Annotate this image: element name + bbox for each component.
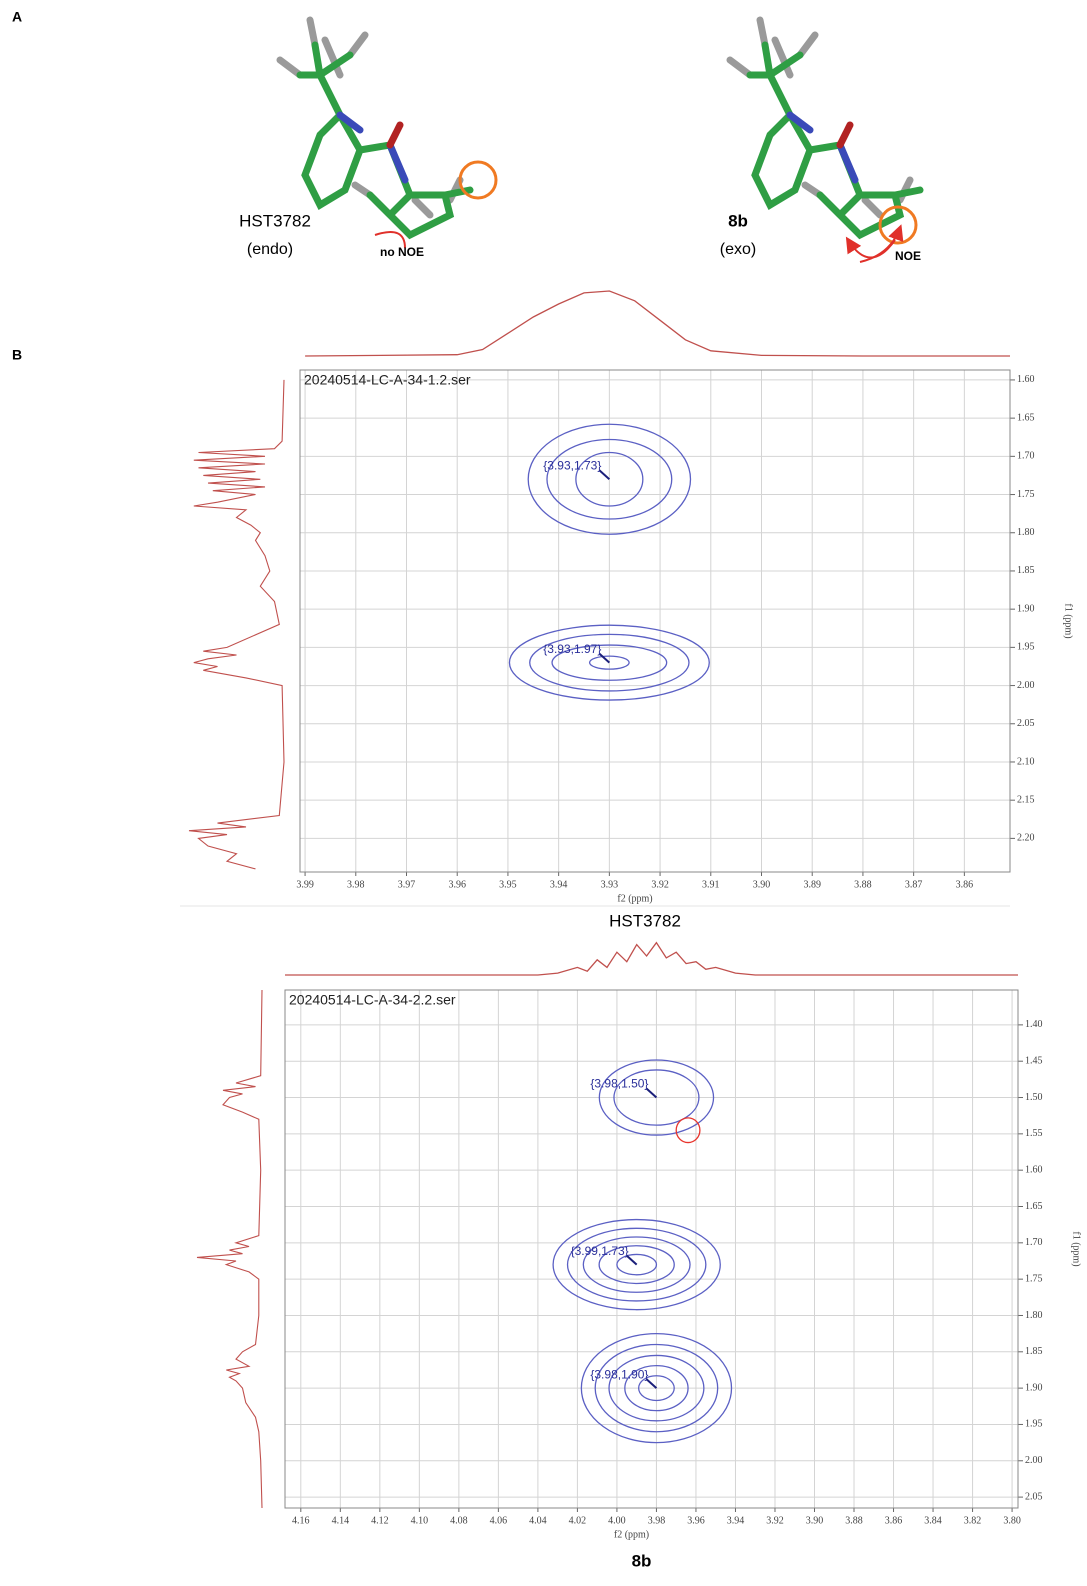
f2-projection (305, 291, 1010, 356)
f1-projection (189, 380, 284, 869)
y-tick-label: 1.80 (1025, 1310, 1043, 1321)
x-tick-label: 3.95 (499, 879, 517, 890)
x-tick-label: 3.90 (806, 1515, 824, 1526)
x-tick-label: 3.88 (854, 879, 872, 890)
x-tick-label: 4.16 (292, 1515, 310, 1526)
y-tick-label: 1.85 (1017, 565, 1035, 576)
x-tick-label: 4.06 (490, 1515, 508, 1526)
x-tick-label: 3.96 (448, 879, 466, 890)
x-tick-label: 3.86 (885, 1515, 903, 1526)
y-tick-label: 1.65 (1025, 1201, 1043, 1212)
y-tick-label: 1.90 (1025, 1382, 1043, 1393)
x-axis-label: f2 (ppm) (614, 1529, 649, 1540)
x-tick-label: 3.92 (651, 879, 669, 890)
peak-label: {3.93,1.97} (543, 642, 601, 656)
x-tick-label: 3.88 (845, 1515, 863, 1526)
y-tick-label: 1.50 (1025, 1092, 1043, 1103)
y-tick-label: 2.05 (1017, 718, 1035, 729)
plot-frame (285, 990, 1018, 1508)
noe-label: no NOE (380, 245, 424, 259)
x-tick-label: 3.97 (398, 879, 416, 890)
figure: A B HST3782 (endo) no NOE 8b (exo) NOE 3… (0, 0, 1087, 1586)
y-tick-label: 1.85 (1025, 1346, 1043, 1357)
page: A B HST3782 (endo) no NOE 8b (exo) NOE 3… (0, 0, 1087, 1586)
spectrum-caption: HST3782 (609, 911, 681, 930)
spectrum-file-name: 20240514-LC-A-34-2.2.ser (289, 992, 456, 1008)
x-tick-label: 4.12 (371, 1515, 389, 1526)
y-tick-label: 1.60 (1025, 1164, 1043, 1175)
f2-projection (285, 943, 1018, 975)
x-tick-label: 3.87 (905, 879, 923, 890)
x-tick-label: 3.86 (956, 879, 974, 890)
spectrum-caption: 8b (632, 1551, 652, 1570)
y-tick-label: 2.10 (1017, 756, 1035, 767)
peak-label: {3.99,1.73} (571, 1244, 629, 1258)
noe-label: NOE (895, 249, 921, 263)
x-tick-label: 4.08 (450, 1515, 468, 1526)
structure-conformation: (exo) (720, 241, 756, 258)
structure-model (280, 20, 470, 235)
y-tick-label: 1.80 (1017, 527, 1035, 538)
panel-label: A (12, 9, 22, 25)
y-tick-label: 1.70 (1017, 451, 1035, 462)
structure-conformation: (endo) (247, 241, 293, 258)
x-tick-label: 3.94 (727, 1515, 745, 1526)
y-tick-label: 1.55 (1025, 1128, 1043, 1139)
y-tick-label: 1.75 (1017, 489, 1035, 500)
x-tick-label: 3.84 (924, 1515, 942, 1526)
y-tick-label: 1.70 (1025, 1237, 1043, 1248)
x-tick-label: 4.14 (332, 1515, 350, 1526)
peak-label: {3.98,1.90} (590, 1367, 648, 1381)
y-tick-label: 1.95 (1017, 642, 1035, 653)
y-tick-label: 1.95 (1025, 1419, 1043, 1430)
y-axis-label: f1 (ppm) (1071, 1231, 1082, 1266)
y-axis-label: f1 (ppm) (1063, 603, 1074, 638)
panel-label: B (12, 347, 22, 363)
y-tick-label: 1.75 (1025, 1273, 1043, 1284)
highlight-circle (460, 162, 496, 198)
x-axis-label: f2 (ppm) (617, 893, 652, 904)
x-tick-label: 4.04 (529, 1515, 547, 1526)
x-tick-label: 3.99 (296, 879, 314, 890)
x-tick-label: 3.90 (753, 879, 771, 890)
x-tick-label: 3.80 (1003, 1515, 1021, 1526)
x-tick-label: 3.82 (964, 1515, 982, 1526)
y-tick-label: 2.00 (1025, 1455, 1043, 1466)
structure-name: 8b (728, 211, 748, 230)
y-tick-label: 2.00 (1017, 680, 1035, 691)
y-tick-label: 2.05 (1025, 1491, 1043, 1502)
x-tick-label: 4.10 (411, 1515, 429, 1526)
x-tick-label: 4.00 (608, 1515, 626, 1526)
x-tick-label: 3.96 (687, 1515, 705, 1526)
y-tick-label: 2.20 (1017, 833, 1035, 844)
x-tick-label: 3.93 (601, 879, 619, 890)
x-tick-label: 3.94 (550, 879, 568, 890)
x-tick-label: 4.02 (569, 1515, 587, 1526)
structure-name: HST3782 (239, 211, 311, 230)
y-tick-label: 1.90 (1017, 603, 1035, 614)
f1-projection (197, 990, 262, 1508)
y-tick-label: 1.45 (1025, 1055, 1043, 1066)
peak-label: {3.98,1.50} (590, 1077, 648, 1091)
x-tick-label: 3.89 (803, 879, 821, 890)
x-tick-label: 3.98 (347, 879, 365, 890)
y-tick-label: 1.60 (1017, 374, 1035, 385)
spectrum-file-name: 20240514-LC-A-34-1.2.ser (304, 372, 471, 388)
y-tick-label: 1.40 (1025, 1019, 1043, 1030)
x-tick-label: 3.91 (702, 879, 720, 890)
x-tick-label: 3.98 (648, 1515, 666, 1526)
peak-label: {3.93,1.73} (543, 458, 601, 472)
y-tick-label: 2.15 (1017, 794, 1035, 805)
noe-arrow (848, 240, 895, 258)
structure-model (730, 20, 920, 235)
y-tick-label: 1.65 (1017, 412, 1035, 423)
x-tick-label: 3.92 (766, 1515, 784, 1526)
